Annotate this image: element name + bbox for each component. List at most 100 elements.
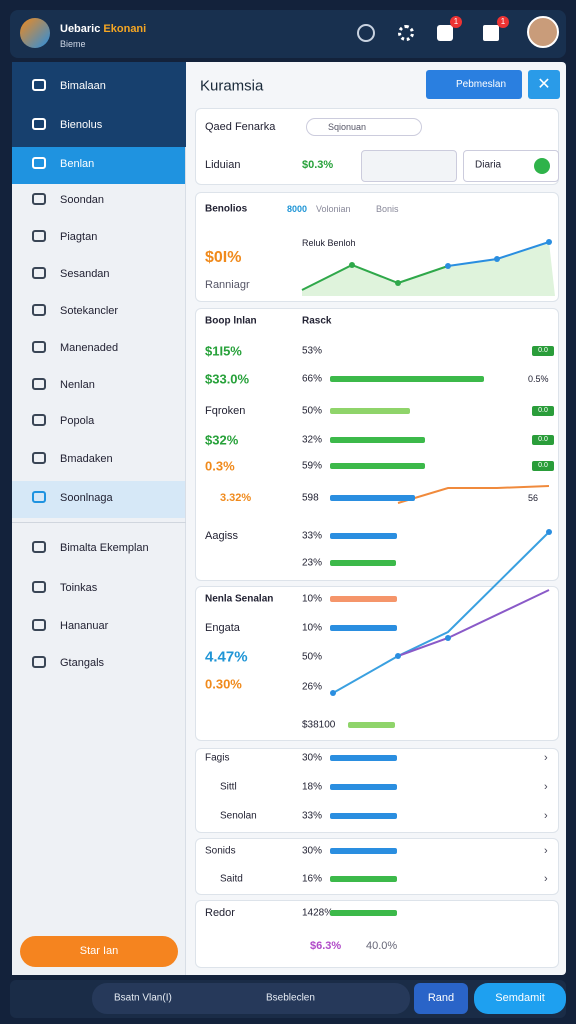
nav-item[interactable]: Manenaded	[60, 342, 119, 354]
line	[332, 531, 550, 694]
chevron[interactable]: ›	[544, 873, 548, 885]
list-pct: 16%	[302, 873, 323, 885]
nav-icon[interactable]	[32, 656, 46, 668]
nav-item[interactable]: Toinkas	[60, 582, 98, 594]
label: Diaria	[475, 159, 502, 171]
progress-bar	[330, 533, 397, 539]
nav-icon[interactable]	[32, 230, 46, 242]
line	[397, 485, 550, 504]
chevron[interactable]: ›	[544, 781, 548, 793]
stat-left: 3.32%	[220, 492, 252, 504]
nav-item[interactable]: Sotekancler	[60, 305, 119, 317]
nav-icon[interactable]	[32, 118, 46, 130]
clock-icon[interactable]	[357, 24, 375, 42]
nav-icon[interactable]	[32, 267, 46, 279]
list-label[interactable]: Fagis	[205, 752, 230, 764]
stat-tag: 56	[528, 493, 539, 503]
nav-item[interactable]: Sesandan	[60, 268, 110, 280]
list-label[interactable]: Saitd	[220, 873, 243, 885]
nav-item[interactable]: Piagtan	[60, 231, 98, 243]
stat-left: $33.0%	[205, 371, 250, 387]
list-label[interactable]: Senolan	[220, 810, 257, 822]
stat-pct: 50%	[302, 405, 323, 417]
nav-icon[interactable]	[32, 414, 46, 426]
label: 8000	[287, 204, 308, 214]
progress-bar	[330, 596, 397, 602]
line	[301, 263, 449, 291]
nav-icon[interactable]	[32, 378, 46, 390]
label: Bonis	[376, 204, 399, 214]
chevron[interactable]: ›	[544, 845, 548, 857]
nav-item[interactable]: Gtangals	[60, 657, 105, 669]
avatar[interactable]	[527, 16, 559, 48]
chevron[interactable]: ›	[544, 752, 548, 764]
nav-active[interactable]	[12, 147, 185, 184]
nav-item[interactable]: Bimalaan	[60, 80, 106, 92]
stat-tag: 0.0	[532, 461, 554, 471]
chip[interactable]	[463, 150, 559, 182]
nav-icon[interactable]	[32, 452, 46, 464]
nav-item[interactable]: Soondan	[60, 194, 105, 206]
title: Uebaric	[60, 23, 101, 35]
search-box[interactable]	[92, 983, 410, 1014]
nav-icon[interactable]	[32, 304, 46, 316]
nav-item[interactable]: Benlan	[60, 158, 95, 170]
label: Rasck	[302, 315, 332, 327]
nav-selected[interactable]	[12, 481, 185, 518]
label: Sqionuan	[328, 122, 367, 132]
label: 1428%	[302, 907, 334, 919]
nav-icon[interactable]	[32, 157, 46, 169]
close-button[interactable]: ✕	[528, 70, 560, 99]
label: $38100	[302, 719, 336, 731]
label: Redor	[205, 907, 235, 919]
label: Reluk Benloh	[302, 238, 356, 248]
label: Engata	[205, 622, 240, 634]
nav-icon[interactable]	[32, 79, 46, 91]
label: Qaed Fenarka	[205, 121, 276, 133]
button[interactable]: Semdamit	[474, 983, 566, 1014]
progress-bar	[330, 848, 397, 854]
label: Boop lnlan	[205, 315, 257, 327]
doc-icon[interactable]	[483, 25, 499, 41]
stat-left: Aagiss	[205, 530, 239, 542]
nav-icon[interactable]	[32, 193, 46, 205]
nav-icon[interactable]	[32, 491, 46, 503]
search-hint: Bsebleclen	[266, 992, 315, 1004]
chevron[interactable]: ›	[544, 810, 548, 822]
badge: 1	[450, 16, 462, 28]
action-button[interactable]: Pebmeslan	[426, 70, 522, 99]
nav-item[interactable]: Popola	[60, 415, 95, 427]
label: Benolios	[205, 203, 248, 215]
nav-item[interactable]: Hananuar	[60, 620, 109, 632]
nav-item[interactable]: Bienolus	[60, 119, 103, 131]
nav-icon[interactable]	[32, 541, 46, 553]
stat-tag: 0.0	[532, 346, 554, 356]
nav-item[interactable]: Soonlnaga	[60, 492, 113, 504]
chip[interactable]	[306, 118, 422, 136]
settings-icon[interactable]	[398, 25, 414, 41]
nav-item[interactable]: Bmadaken	[60, 453, 113, 465]
label: Volonian	[316, 204, 351, 214]
progress-bar	[330, 376, 484, 382]
list-label[interactable]: Sittl	[220, 781, 237, 793]
sidebar-button[interactable]: Star Ian	[20, 936, 178, 967]
nav-item[interactable]: Nenlan	[60, 379, 95, 391]
stat-pct: 598	[302, 492, 319, 504]
list-label[interactable]: Sonids	[205, 845, 236, 857]
label: $0.3%	[302, 159, 334, 171]
nav-icon[interactable]	[32, 619, 46, 631]
stat-pct: 33%	[302, 530, 323, 542]
nav-icon[interactable]	[32, 341, 46, 353]
sidebar-top	[12, 62, 186, 147]
stat-pct: 53%	[302, 345, 323, 357]
nav-icon[interactable]	[32, 581, 46, 593]
chip[interactable]	[361, 150, 457, 182]
stat-left: $32%	[205, 432, 239, 448]
tag-icon[interactable]	[437, 25, 453, 41]
button[interactable]: Rand	[414, 983, 468, 1014]
trend-pct: 10%	[302, 622, 323, 634]
logo[interactable]	[20, 18, 50, 48]
nav-item[interactable]: Bimalta Ekemplan	[60, 542, 149, 554]
stat-tag: 0.0	[532, 406, 554, 416]
